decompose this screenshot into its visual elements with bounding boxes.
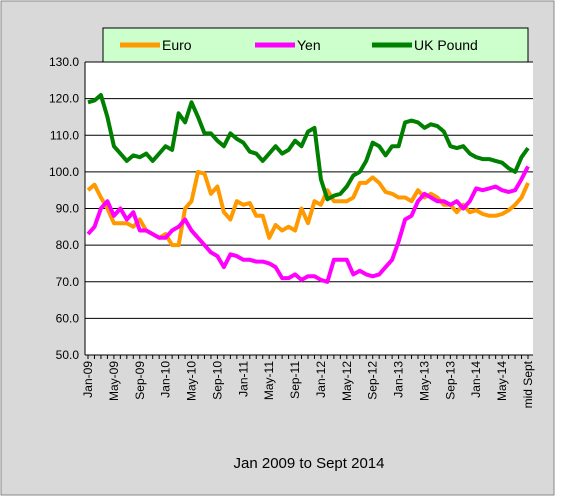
y-tick-label: 80.0 <box>56 238 80 252</box>
x-tick-label: Jan-13 <box>392 361 406 398</box>
y-tick-label: 50.0 <box>56 348 80 362</box>
x-tick-label: Jan-14 <box>469 361 483 398</box>
x-tick-label: May-13 <box>417 361 431 401</box>
legend-label: UK Pound <box>414 37 478 53</box>
legend-label: Yen <box>297 37 321 53</box>
y-tick-label: 130.0 <box>49 55 79 69</box>
x-tick-label: Sep-09 <box>133 361 147 400</box>
y-tick-label: 90.0 <box>56 202 80 216</box>
y-tick-label: 100.0 <box>49 165 79 179</box>
x-tick-label: May-11 <box>262 361 276 400</box>
x-tick-label: May-12 <box>340 361 354 401</box>
x-tick-label: Sep-12 <box>366 361 380 400</box>
legend-label: Euro <box>162 37 192 53</box>
x-tick-label: Sep-11 <box>288 361 302 399</box>
x-tick-label: Sep-13 <box>443 361 457 400</box>
x-tick-label: Sep-10 <box>210 361 224 400</box>
y-tick-label: 110.0 <box>50 128 79 142</box>
x-tick-label: mid Sept <box>521 360 535 408</box>
x-tick-label: Jan-10 <box>159 361 173 398</box>
line-series <box>87 93 530 202</box>
x-tick-label: Jan-09 <box>81 361 95 398</box>
x-tick-label: May-10 <box>185 361 199 401</box>
x-tick-label: Jan-12 <box>314 361 328 398</box>
y-tick-label: 60.0 <box>56 311 80 325</box>
legend-box <box>102 27 529 63</box>
x-axis-label: Jan 2009 to Sept 2014 <box>234 455 385 472</box>
x-tick-label: May-14 <box>495 361 509 401</box>
line-series <box>86 165 530 284</box>
y-tick-label: 120.0 <box>49 92 79 106</box>
y-tick-label: 70.0 <box>56 275 80 289</box>
x-tick-label: Jan-11 <box>236 361 250 397</box>
x-tick-label: May-09 <box>107 361 121 401</box>
